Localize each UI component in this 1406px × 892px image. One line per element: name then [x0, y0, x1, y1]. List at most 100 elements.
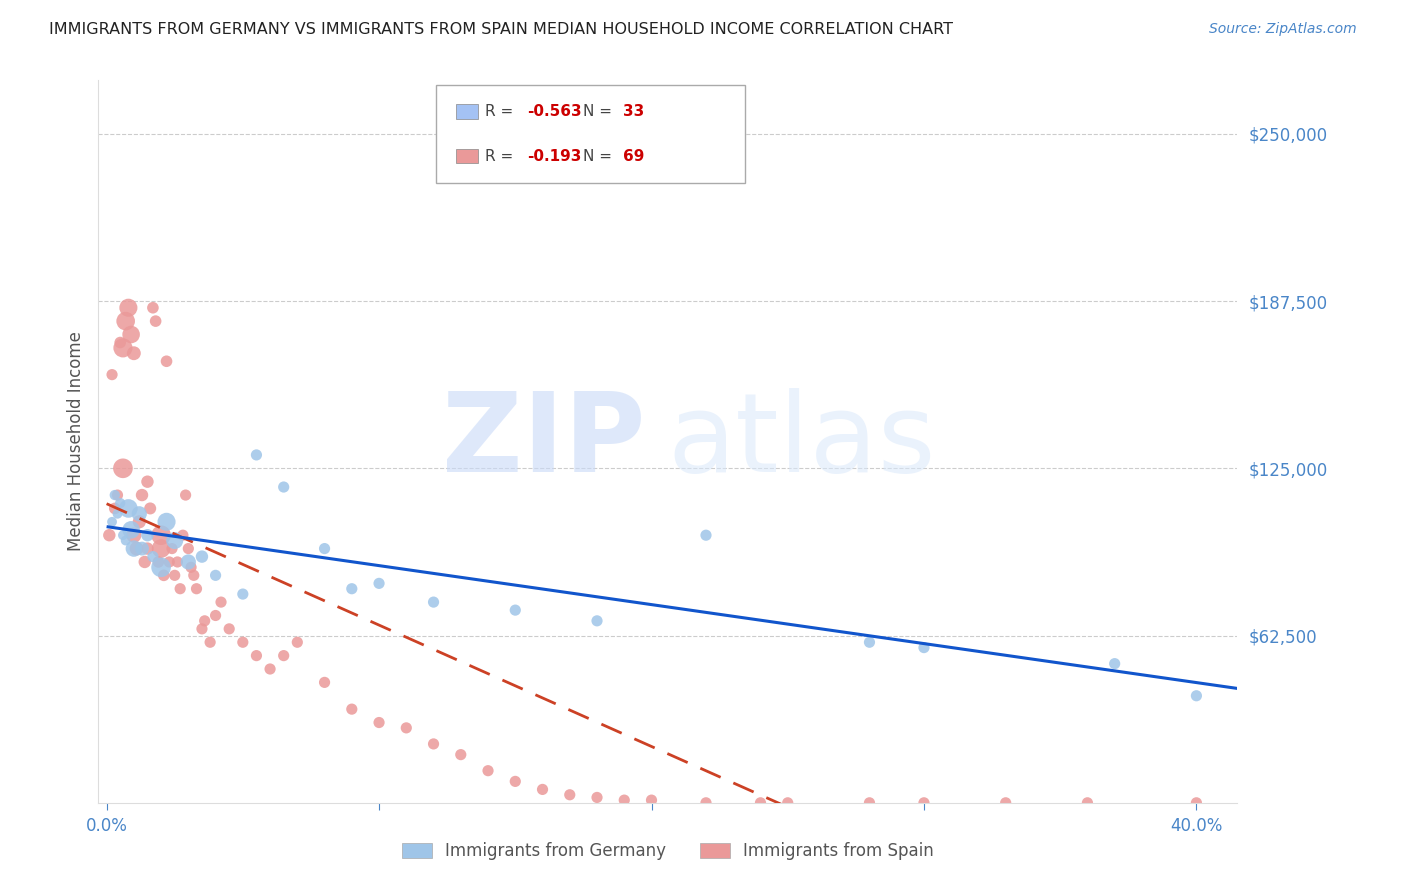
Text: -0.193: -0.193 — [527, 149, 582, 163]
Point — [150, 541, 173, 556]
Point — [218, 622, 240, 636]
Point — [503, 774, 526, 789]
Text: R =: R = — [485, 104, 519, 119]
Point — [157, 555, 180, 569]
Point — [131, 541, 153, 556]
Point — [128, 507, 150, 521]
Text: R =: R = — [485, 149, 519, 163]
Point — [98, 528, 121, 542]
Point — [117, 301, 139, 315]
Point — [163, 533, 186, 548]
Point — [273, 648, 295, 663]
Point — [114, 533, 136, 548]
Y-axis label: Median Household Income: Median Household Income — [66, 332, 84, 551]
Point — [111, 528, 134, 542]
Point — [314, 541, 336, 556]
Point — [134, 555, 156, 569]
Point — [586, 790, 609, 805]
Text: atlas: atlas — [668, 388, 936, 495]
Point — [177, 555, 200, 569]
Point — [172, 528, 194, 542]
Point — [166, 555, 188, 569]
Point — [1185, 796, 1208, 810]
Point — [912, 640, 935, 655]
Point — [155, 354, 177, 368]
Point — [422, 737, 444, 751]
Point — [191, 622, 214, 636]
Point — [314, 675, 336, 690]
Point — [586, 614, 609, 628]
Point — [245, 648, 267, 663]
Point — [177, 541, 200, 556]
Point — [191, 549, 214, 564]
Text: Source: ZipAtlas.com: Source: ZipAtlas.com — [1209, 22, 1357, 37]
Point — [101, 368, 124, 382]
Point — [198, 635, 221, 649]
Point — [114, 314, 136, 328]
Point — [163, 568, 186, 582]
Point — [111, 461, 134, 475]
Text: N =: N = — [583, 149, 617, 163]
Point — [150, 528, 173, 542]
Legend: Immigrants from Germany, Immigrants from Spain: Immigrants from Germany, Immigrants from… — [395, 836, 941, 867]
Point — [994, 796, 1017, 810]
Point — [285, 635, 308, 649]
Point — [640, 793, 662, 807]
Point — [477, 764, 499, 778]
Point — [183, 568, 205, 582]
Point — [117, 501, 139, 516]
Point — [104, 501, 127, 516]
Point — [273, 480, 295, 494]
Point — [340, 702, 363, 716]
Point — [204, 608, 226, 623]
Point — [153, 568, 176, 582]
Point — [122, 541, 145, 556]
Point — [174, 488, 197, 502]
Point — [368, 576, 391, 591]
Point — [111, 341, 134, 355]
Point — [120, 523, 142, 537]
Point — [139, 501, 162, 516]
Point — [858, 796, 880, 810]
Point — [245, 448, 267, 462]
Point — [503, 603, 526, 617]
Point — [558, 788, 581, 802]
Point — [160, 541, 183, 556]
Point — [1185, 689, 1208, 703]
Point — [695, 528, 717, 542]
Point — [136, 475, 159, 489]
Point — [145, 314, 167, 328]
Text: 69: 69 — [623, 149, 644, 163]
Text: 33: 33 — [623, 104, 644, 119]
Point — [422, 595, 444, 609]
Point — [107, 507, 129, 521]
Point — [749, 796, 772, 810]
Point — [180, 560, 202, 574]
Point — [613, 793, 636, 807]
Point — [186, 582, 208, 596]
Point — [1076, 796, 1098, 810]
Point — [204, 568, 226, 582]
Point — [107, 488, 129, 502]
Point — [194, 614, 217, 628]
Point — [395, 721, 418, 735]
Point — [776, 796, 799, 810]
Point — [122, 528, 145, 542]
Point — [142, 301, 165, 315]
Point — [232, 635, 254, 649]
Point — [131, 488, 153, 502]
Point — [125, 541, 148, 556]
Point — [120, 327, 142, 342]
Point — [259, 662, 281, 676]
Point — [1104, 657, 1126, 671]
Text: IMMIGRANTS FROM GERMANY VS IMMIGRANTS FROM SPAIN MEDIAN HOUSEHOLD INCOME CORRELA: IMMIGRANTS FROM GERMANY VS IMMIGRANTS FR… — [49, 22, 953, 37]
Text: ZIP: ZIP — [441, 388, 645, 495]
Point — [209, 595, 232, 609]
Point — [101, 515, 124, 529]
Point — [912, 796, 935, 810]
Point — [136, 541, 159, 556]
Point — [110, 496, 132, 510]
Point — [450, 747, 472, 762]
Point — [110, 335, 132, 350]
Point — [695, 796, 717, 810]
